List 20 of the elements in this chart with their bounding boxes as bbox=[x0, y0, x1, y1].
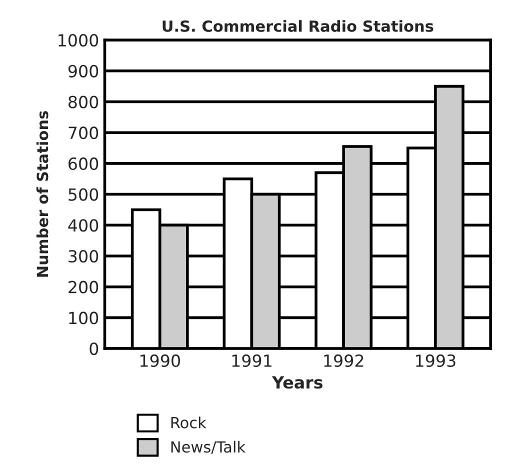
chart-title: U.S. Commercial Radio Stations bbox=[162, 20, 434, 32]
y-tick-label: 500 bbox=[68, 188, 98, 201]
y-tick-label: 900 bbox=[68, 64, 98, 78]
x-tick-label: 1991 bbox=[232, 354, 272, 367]
x-tick-label: 1993 bbox=[416, 354, 456, 367]
y-tick-label: 100 bbox=[69, 312, 98, 324]
x-tick-label: 1990 bbox=[140, 354, 180, 367]
y-axis-title: Number of Stations bbox=[36, 111, 48, 277]
y-tick-label: 600 bbox=[68, 157, 98, 170]
y-tick-label: 1000 bbox=[58, 34, 98, 47]
x-tick-label: 1992 bbox=[324, 354, 364, 367]
y-tick-label: 200 bbox=[68, 280, 98, 294]
y-tick-label: 700 bbox=[68, 126, 98, 140]
x-axis-title: Years bbox=[272, 376, 322, 389]
y-tick-label: 400 bbox=[68, 219, 98, 232]
y-tick-label: 0 bbox=[90, 342, 98, 356]
legend-label: News/Talk bbox=[171, 440, 246, 454]
y-tick-label: 800 bbox=[68, 96, 98, 108]
legend-label: Rock bbox=[171, 416, 206, 428]
y-tick-label: 300 bbox=[68, 250, 98, 263]
